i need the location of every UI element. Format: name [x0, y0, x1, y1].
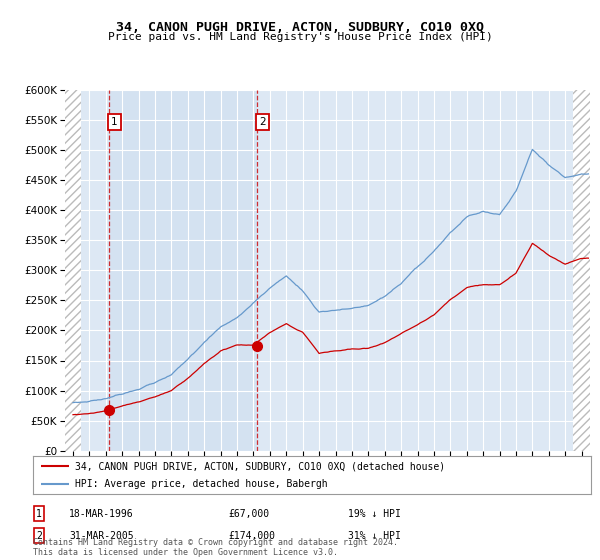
Text: 2: 2 — [36, 531, 42, 541]
Text: HPI: Average price, detached house, Babergh: HPI: Average price, detached house, Babe… — [75, 479, 328, 489]
Text: 34, CANON PUGH DRIVE, ACTON, SUDBURY, CO10 0XQ (detached house): 34, CANON PUGH DRIVE, ACTON, SUDBURY, CO… — [75, 461, 445, 471]
Text: £174,000: £174,000 — [228, 531, 275, 541]
Text: 34, CANON PUGH DRIVE, ACTON, SUDBURY, CO10 0XQ: 34, CANON PUGH DRIVE, ACTON, SUDBURY, CO… — [116, 21, 484, 34]
Bar — [65, 90, 81, 451]
Text: 2: 2 — [259, 117, 266, 127]
Text: 31% ↓ HPI: 31% ↓ HPI — [348, 531, 401, 541]
Bar — [574, 90, 590, 451]
Bar — [109, 90, 257, 451]
Text: Price paid vs. HM Land Registry's House Price Index (HPI): Price paid vs. HM Land Registry's House … — [107, 32, 493, 43]
Text: 1: 1 — [36, 508, 42, 519]
Text: £67,000: £67,000 — [228, 508, 269, 519]
Text: 18-MAR-1996: 18-MAR-1996 — [69, 508, 134, 519]
Text: 19% ↓ HPI: 19% ↓ HPI — [348, 508, 401, 519]
Text: 31-MAR-2005: 31-MAR-2005 — [69, 531, 134, 541]
Text: 1: 1 — [111, 117, 118, 127]
Text: Contains HM Land Registry data © Crown copyright and database right 2024.
This d: Contains HM Land Registry data © Crown c… — [33, 538, 398, 557]
